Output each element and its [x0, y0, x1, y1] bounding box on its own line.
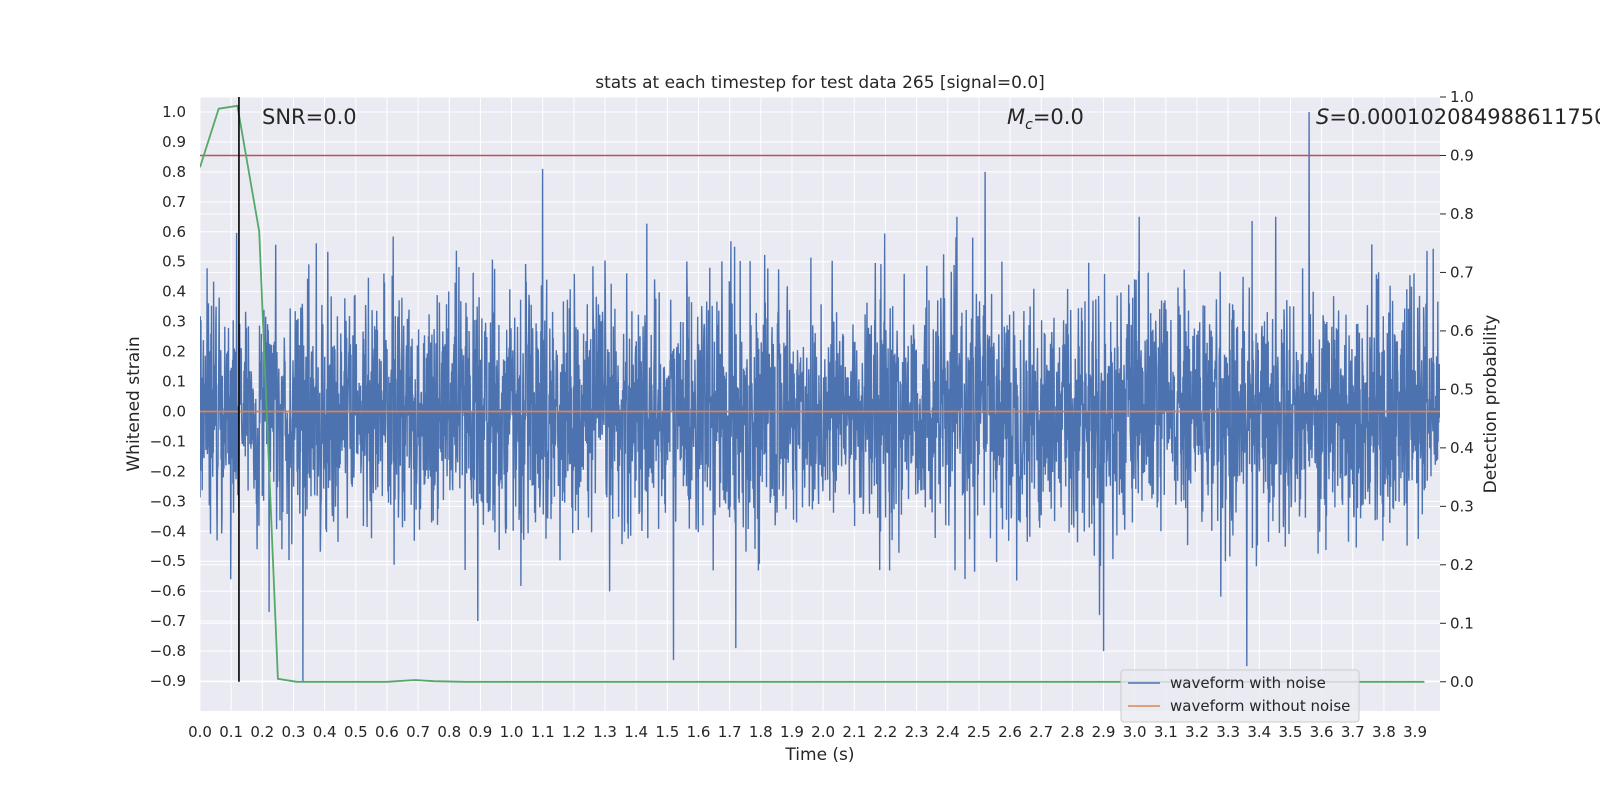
- y-tick-label: 0.8: [162, 163, 186, 181]
- y-tick-label: 0.0: [162, 402, 186, 420]
- chirp-mass-annotation: Mc=0.0: [1007, 105, 1084, 133]
- chirp-mass-value: =0.0: [1033, 105, 1084, 129]
- x-tick-label: 1.3: [593, 723, 617, 741]
- x-tick-label: 1.2: [562, 723, 586, 741]
- s-value: =0.0001020849886117501: [1329, 105, 1600, 129]
- snr-annotation: SNR=0.0: [262, 105, 357, 129]
- x-tick-label: 0.4: [313, 723, 337, 741]
- x-tick-label: 1.4: [624, 723, 648, 741]
- s-annotation: S=0.0001020849886117501: [1316, 105, 1600, 129]
- x-tick-label: 0.1: [219, 723, 243, 741]
- y-tick-label: −0.1: [150, 432, 186, 450]
- x-tick-label: 0.9: [468, 723, 492, 741]
- x-tick-label: 3.0: [1123, 723, 1147, 741]
- y-tick-label: −0.6: [150, 582, 186, 600]
- x-tick-label: 3.2: [1185, 723, 1209, 741]
- y-tick-label: 0.6: [162, 223, 186, 241]
- series-waveform-with-noise: [200, 111, 1440, 682]
- x-tick-label: 0.6: [375, 723, 399, 741]
- y2-tick-label: 0.3: [1450, 497, 1474, 515]
- x-tick-label: 2.5: [967, 723, 991, 741]
- legend-label-noise: waveform with noise: [1170, 674, 1326, 692]
- x-tick-label: 2.6: [998, 723, 1022, 741]
- chart-title: stats at each timestep for test data 265…: [595, 73, 1045, 93]
- x-tick-label: 2.9: [1092, 723, 1116, 741]
- y-tick-label: 0.1: [162, 373, 186, 391]
- y2-tick-label: 0.1: [1450, 614, 1474, 632]
- x-tick-label: 2.3: [905, 723, 929, 741]
- x-tick-label: 2.0: [811, 723, 835, 741]
- s-symbol: S: [1316, 105, 1329, 129]
- y-tick-label: −0.7: [150, 612, 186, 630]
- y-tick-label: 0.2: [162, 343, 186, 361]
- x-tick-label: 0.5: [344, 723, 368, 741]
- y2-tick-label: 1.0: [1450, 88, 1474, 106]
- y-tick-label: −0.3: [150, 492, 186, 510]
- y2-tick-label: 0.0: [1450, 673, 1474, 691]
- y-tick-label: 0.7: [162, 193, 186, 211]
- y-axis-label: Whitened strain: [124, 336, 144, 471]
- probability-trace: [200, 104, 1425, 683]
- y-tick-label: 0.9: [162, 133, 186, 151]
- x-tick-label: 1.6: [687, 723, 711, 741]
- x-tick-label: 1.0: [500, 723, 524, 741]
- x-axis-label: Time (s): [784, 745, 854, 765]
- y-tick-label: 0.5: [162, 253, 186, 271]
- x-tick-label: 0.0: [188, 723, 212, 741]
- y2-tick-label: 0.2: [1450, 556, 1474, 574]
- x-tick-label: 3.1: [1154, 723, 1178, 741]
- chirp-mass-subscript: c: [1025, 117, 1033, 133]
- y-tick-label: 1.0: [162, 103, 186, 121]
- y-tick-label: −0.9: [150, 672, 186, 690]
- x-tick-label: 0.8: [437, 723, 461, 741]
- y-axis-ticks: 1.0 0.9 0.8 0.7 0.6 0.5 0.4 0.3 0.2 0.1 0.0 −0.1 −0.…: [150, 103, 186, 690]
- y-tick-label: −0.5: [150, 552, 186, 570]
- x-tick-label: 3.7: [1341, 723, 1365, 741]
- y-tick-label: −0.4: [150, 522, 186, 540]
- y-tick-label: 0.4: [162, 283, 186, 301]
- x-tick-label: 3.5: [1279, 723, 1303, 741]
- y2-tick-label: 0.6: [1450, 322, 1474, 340]
- x-tick-label: 0.2: [250, 723, 274, 741]
- x-tick-label: 2.1: [842, 723, 866, 741]
- y2-tick-label: 0.9: [1450, 146, 1474, 164]
- x-tick-label: 3.9: [1403, 723, 1427, 741]
- y-tick-label: −0.8: [150, 642, 186, 660]
- y-tick-label: 0.3: [162, 313, 186, 331]
- y2-tick-label: 0.7: [1450, 263, 1474, 281]
- x-tick-label: 2.2: [873, 723, 897, 741]
- x-tick-label: 2.8: [1060, 723, 1084, 741]
- x-tick-label: 1.7: [718, 723, 742, 741]
- series-detection-probability: [200, 104, 1425, 683]
- y2-tick-label: 0.8: [1450, 205, 1474, 223]
- y-tick-label: −0.2: [150, 462, 186, 480]
- x-tick-label: 1.8: [749, 723, 773, 741]
- x-tick-label: 3.3: [1216, 723, 1240, 741]
- y2-tick-label: 0.5: [1450, 380, 1474, 398]
- x-tick-label: 1.5: [655, 723, 679, 741]
- x-axis-ticks: 0.0 0.1 0.2 0.3 0.4 0.5 0.6 0.7 0.8 0.9 1.0 1.1 1.2 1…: [188, 723, 1427, 741]
- legend-label-clean: waveform without noise: [1170, 697, 1350, 715]
- x-tick-label: 2.4: [936, 723, 960, 741]
- legend-box: [1120, 669, 1360, 723]
- chirp-mass-symbol: M: [1007, 105, 1025, 129]
- x-tick-label: 0.3: [282, 723, 306, 741]
- noise-trace: [200, 111, 1440, 682]
- y2-axis-ticks: 1.0 0.9 0.8 0.7 0.6 0.5 0.4 0.3 0.2 0.1 0.0: [1440, 88, 1474, 691]
- y2-axis-label: Detection probability: [1481, 315, 1501, 494]
- x-tick-label: 3.4: [1247, 723, 1271, 741]
- x-tick-label: 1.9: [780, 723, 804, 741]
- x-tick-label: 3.8: [1372, 723, 1396, 741]
- y2-tick-label: 0.4: [1450, 439, 1474, 457]
- x-tick-label: 3.6: [1310, 723, 1334, 741]
- x-tick-label: 1.1: [531, 723, 555, 741]
- x-tick-label: 2.7: [1029, 723, 1053, 741]
- legend: waveform with noise waveform without noi…: [1120, 669, 1360, 723]
- x-tick-label: 0.7: [406, 723, 430, 741]
